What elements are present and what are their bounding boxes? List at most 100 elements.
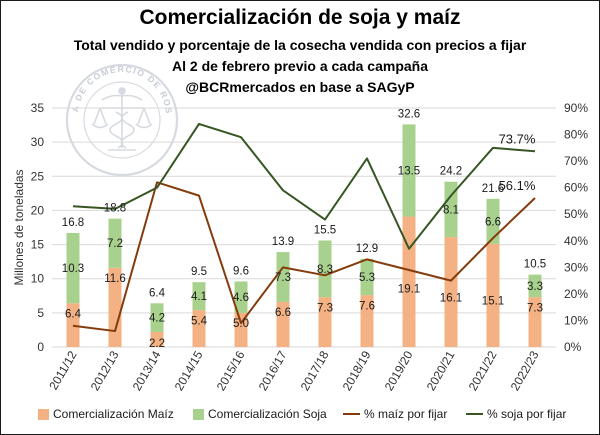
bar-maiz — [66, 303, 80, 347]
data-label-soja: 4.1 — [191, 291, 207, 303]
line-maiz-por-fijar — [72, 181, 536, 333]
caduceus-scales-seal-icon — [91, 87, 153, 151]
y2-tick-label: 20% — [564, 287, 588, 301]
bar-maiz — [318, 297, 332, 347]
data-label-maiz: 15.1 — [482, 296, 504, 308]
y-tick-label: 25 — [31, 169, 45, 183]
data-label-maiz: 5.0 — [233, 318, 249, 330]
data-label-maiz: 5.4 — [191, 315, 208, 327]
x-tick-label: 2021/22 — [466, 348, 500, 393]
y2-tick-label: 70% — [564, 154, 588, 168]
y2-tick-label: 50% — [564, 207, 588, 221]
logo-text-top: BOLSA DE COMERCIO DE ROSARIO — [0, 0, 173, 115]
y2-tick-label: 60% — [564, 181, 588, 195]
line-soja-por-fijar — [72, 122, 536, 250]
data-label-maiz: 7.3 — [527, 302, 543, 314]
y-tick-label: 30 — [31, 135, 45, 149]
svg-text:BOLSA DE COMERCIO DE ROSARIO: BOLSA DE COMERCIO DE ROSARIO — [0, 0, 174, 115]
legend-soja-line-label: % soja por fijar — [487, 407, 566, 421]
x-tick-label: 2017/18 — [298, 348, 332, 393]
x-tick-label: 2011/12 — [46, 348, 80, 392]
data-label-soja: 7.2 — [107, 238, 123, 250]
legend-maiz-line-label: % maíz por fijar — [364, 407, 447, 421]
y2-tick-label: 40% — [564, 234, 588, 248]
bar-soja — [66, 232, 80, 304]
x-tick-label: 2022/23 — [508, 348, 542, 393]
y-tick-label: 10 — [31, 272, 45, 286]
data-label-soja: 5.3 — [359, 272, 375, 284]
data-label-maiz: 2.2 — [149, 338, 165, 350]
y-tick-label: 0 — [37, 340, 44, 354]
data-label-soja: 4.2 — [149, 313, 165, 325]
bar-maiz — [360, 295, 374, 347]
x-tick-label: 2020/21 — [424, 348, 458, 393]
x-tick-label: 2015/16 — [214, 348, 248, 393]
y2-tick-label: 30% — [564, 260, 588, 274]
x-tick-label: 2012/13 — [88, 348, 122, 393]
bar-soja — [444, 181, 458, 238]
bar-maiz — [108, 267, 122, 347]
y-axis-title: Millones de toneladas — [12, 169, 26, 285]
chart-subtitle-1: Total vendido y porcentaje de la cosecha… — [73, 37, 527, 53]
data-label-soja: 4.6 — [233, 292, 249, 304]
y-tick-label: 15 — [31, 238, 45, 252]
end-label-soja: 73.7% — [499, 131, 536, 146]
chart-subtitle-3: @BCRmercados en base a SAGyP — [185, 79, 415, 95]
data-label-maiz: 19.1 — [398, 283, 420, 295]
data-label-maiz: 7.6 — [359, 300, 375, 312]
legend-maiz-bar-label: Comercialización Maíz — [53, 407, 174, 421]
data-label-maiz: 6.6 — [275, 307, 291, 319]
bar-soja — [318, 240, 332, 298]
y2-tick-label: 80% — [564, 128, 588, 142]
bar-maiz — [150, 331, 164, 347]
y2-tick-label: 0% — [564, 340, 582, 354]
bar-maiz — [486, 243, 500, 347]
data-label-total: 32.6 — [398, 108, 420, 120]
data-label-total: 24.2 — [440, 166, 462, 178]
y-tick-label: 20 — [31, 203, 45, 217]
data-label-total: 6.4 — [149, 287, 166, 299]
data-label-total: 13.9 — [272, 236, 294, 248]
x-tick-label: 2014/15 — [172, 348, 206, 393]
bar-soja — [276, 252, 290, 302]
x-tick-label: 2018/19 — [340, 348, 374, 393]
legend-maiz-bar-swatch — [38, 409, 49, 420]
bar-maiz — [276, 301, 290, 347]
data-label-maiz: 6.4 — [65, 309, 82, 321]
bar-soja — [486, 198, 500, 244]
x-tick-label: 2016/17 — [256, 348, 290, 393]
data-label-maiz: 11.6 — [104, 273, 126, 285]
data-label-soja: 6.6 — [485, 216, 501, 228]
data-label-soja: 10.3 — [62, 263, 84, 275]
y2-tick-label: 10% — [564, 313, 588, 327]
end-label-maiz: 56.1% — [499, 178, 536, 193]
bar-soja — [528, 274, 542, 298]
bar-maiz — [402, 216, 416, 347]
data-label-maiz: 7.3 — [317, 302, 333, 314]
bar-maiz — [192, 310, 206, 347]
bcr-logo-seal: BOLSA DE COMERCIO DE ROSARIO — [0, 0, 179, 177]
bar-soja — [108, 218, 122, 268]
bar-soja — [402, 124, 416, 217]
bar-soja — [150, 303, 164, 332]
data-label-total: 9.5 — [191, 266, 207, 278]
data-label-soja: 3.3 — [527, 281, 543, 293]
chart-subtitle-2: Al 2 de febrero previo a cada campaña — [172, 58, 428, 74]
data-label-total: 15.5 — [314, 224, 336, 236]
data-label-total: 12.9 — [356, 243, 378, 255]
y-tick-label: 35 — [31, 101, 45, 115]
bar-maiz — [234, 312, 248, 347]
bar-maiz — [528, 297, 542, 347]
data-label-total: 18.8 — [104, 203, 126, 215]
x-tick-label: 2013/14 — [130, 348, 164, 393]
data-label-total: 21.6 — [482, 183, 504, 195]
bar-soja — [360, 258, 374, 296]
data-label-soja: 7.3 — [275, 272, 291, 284]
data-label-total: 16.8 — [62, 217, 84, 229]
bar-maiz — [444, 237, 458, 347]
data-label-total: 9.6 — [233, 265, 249, 277]
data-label-soja: 8.3 — [317, 264, 333, 276]
legend-soja-bar-swatch — [193, 409, 204, 420]
